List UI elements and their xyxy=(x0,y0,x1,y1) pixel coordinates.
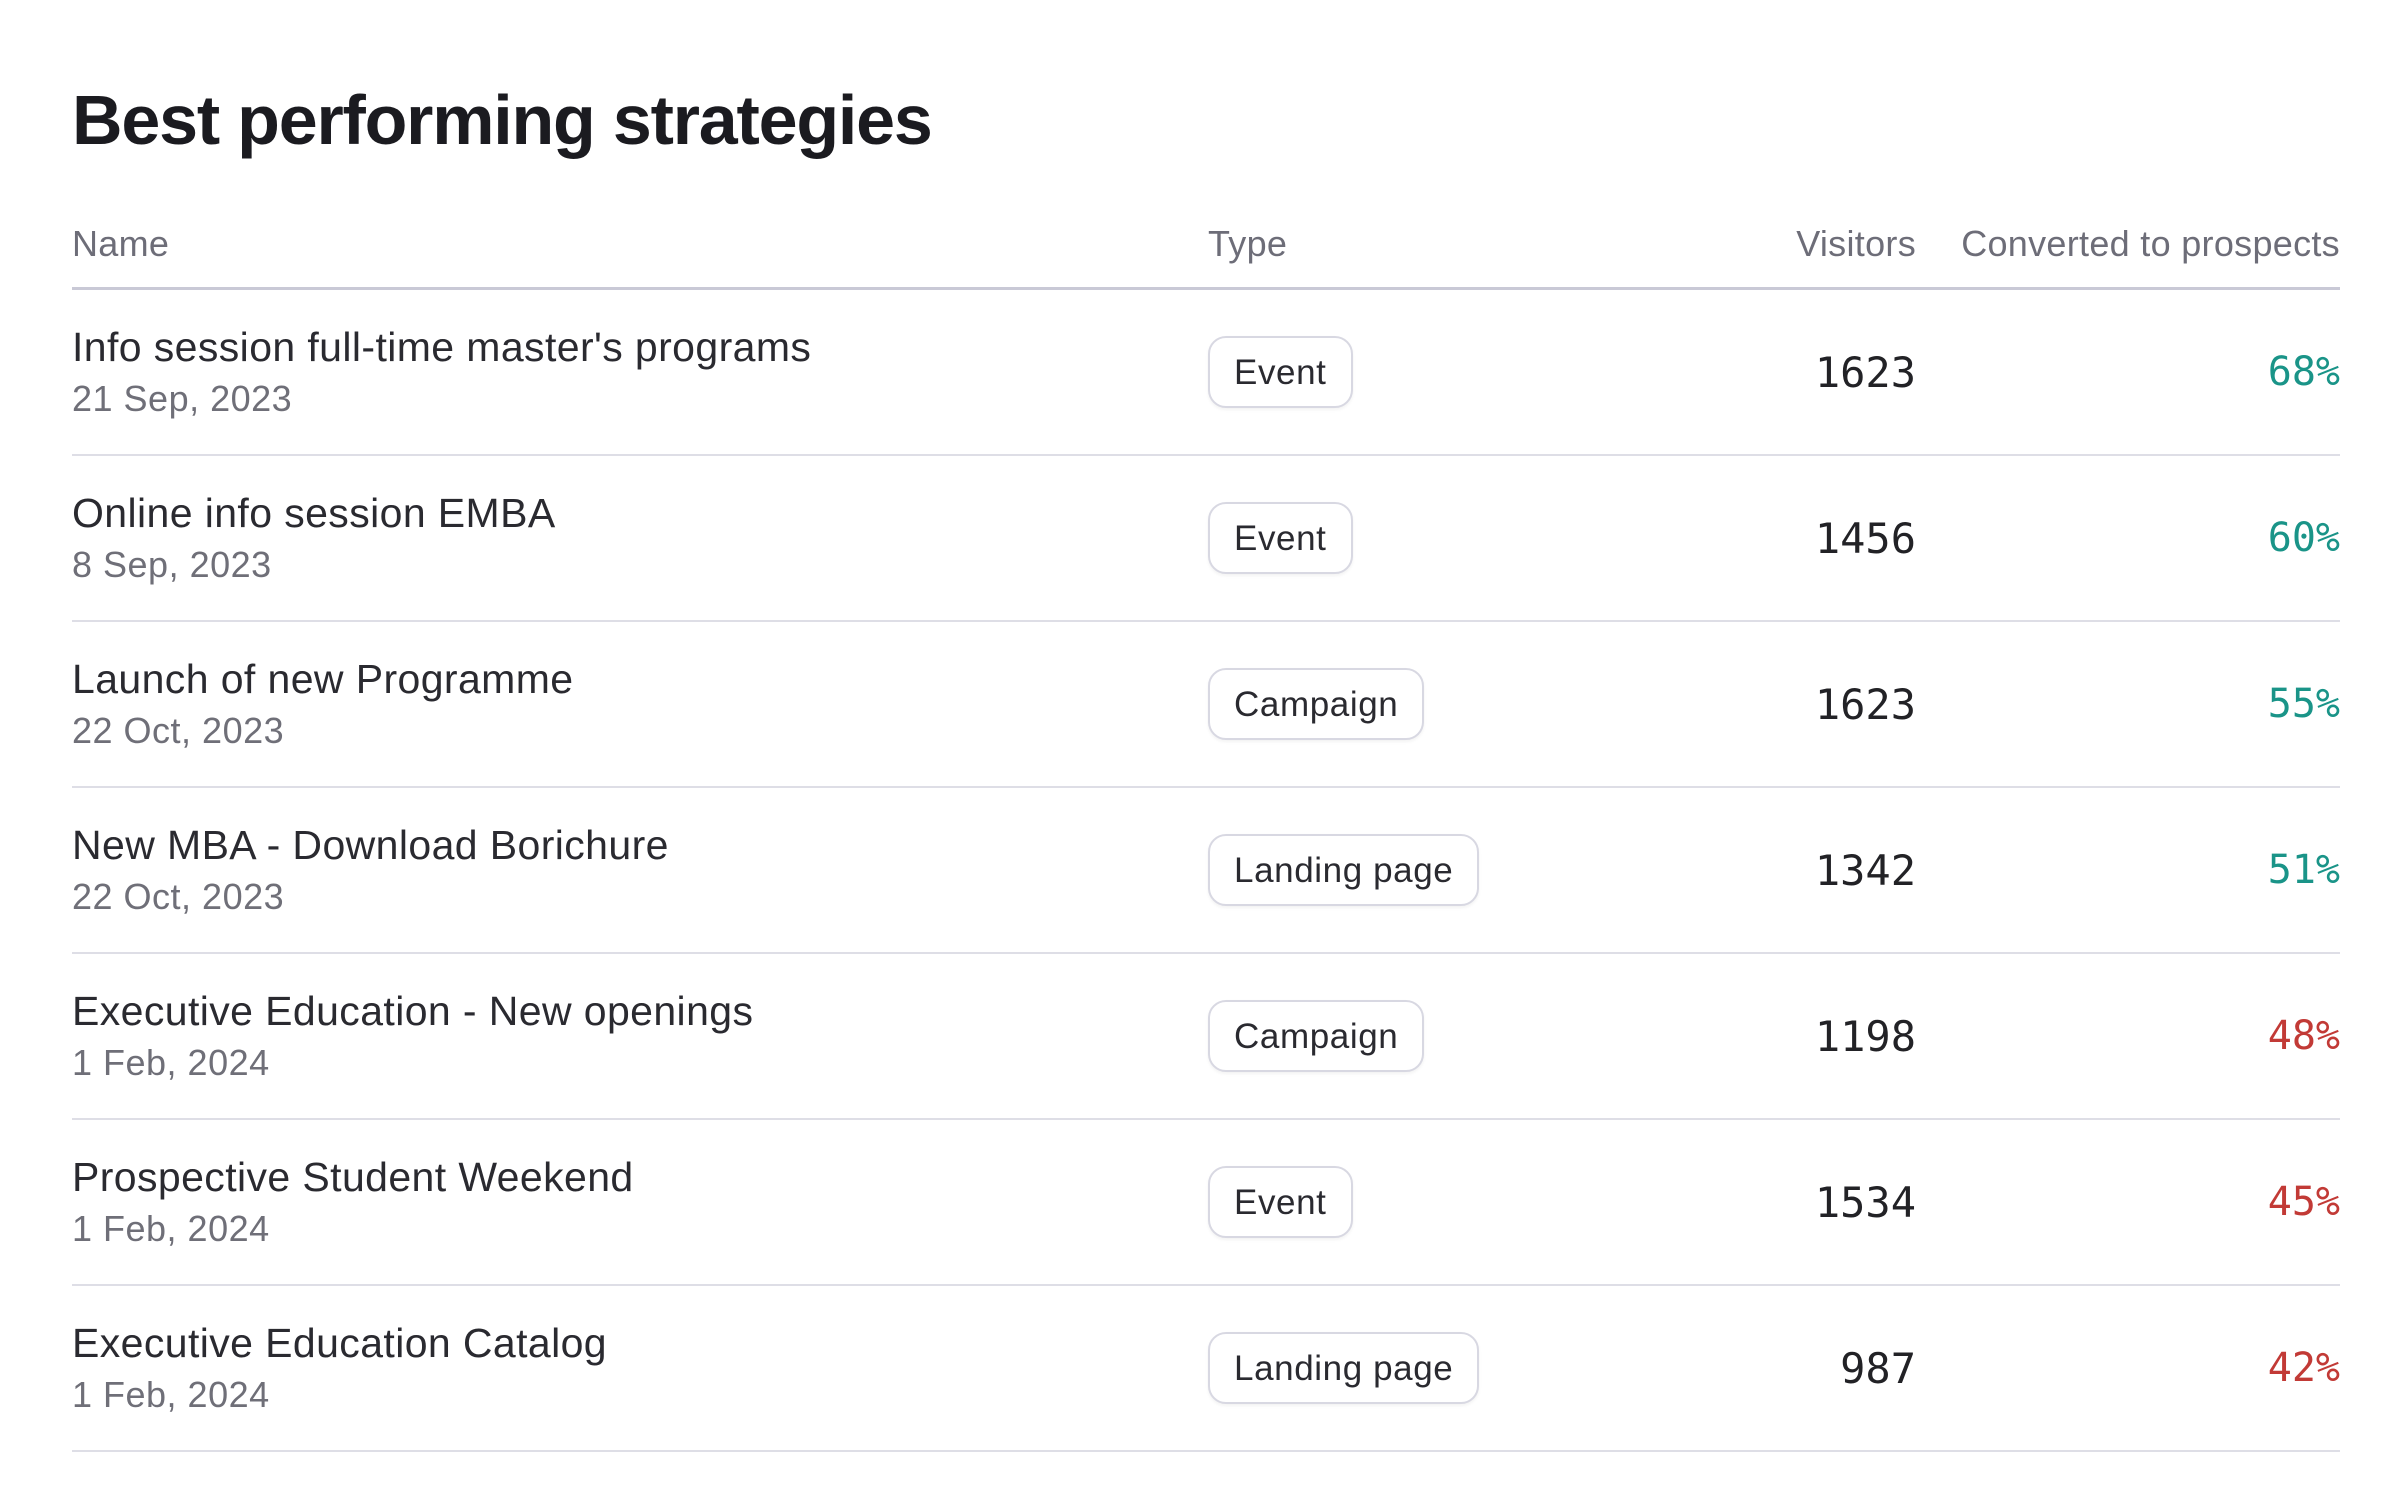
strategy-name: Online info session EMBA xyxy=(72,490,556,536)
strategy-date: 22 Oct, 2023 xyxy=(72,876,285,917)
type-cell: Event xyxy=(1208,336,1678,408)
strategies-table: Name Type Visitors Converted to prospect… xyxy=(72,200,2340,1452)
type-cell: Event xyxy=(1208,1166,1678,1238)
strategy-name: Executive Education - New openings xyxy=(72,988,754,1034)
strategy-date: 21 Sep, 2023 xyxy=(72,378,293,419)
name-cell: Executive Education Catalog 1 Feb, 2024 xyxy=(72,1318,1208,1418)
table-row[interactable]: Executive Education - New openings 1 Feb… xyxy=(72,954,2340,1120)
converted-value: 60% xyxy=(2267,515,2340,561)
name-cell: Prospective Student Weekend 1 Feb, 2024 xyxy=(72,1152,1208,1252)
strategy-date: 1 Feb, 2024 xyxy=(72,1208,270,1249)
table-header: Name Type Visitors Converted to prospect… xyxy=(72,200,2340,290)
type-badge: Event xyxy=(1208,336,1353,408)
strategy-date: 1 Feb, 2024 xyxy=(72,1374,270,1415)
visitors-value: 1623 xyxy=(1814,347,1916,397)
visitors-value: 1534 xyxy=(1814,1177,1916,1227)
name-cell: Online info session EMBA 8 Sep, 2023 xyxy=(72,488,1208,588)
column-header-visitors[interactable]: Visitors xyxy=(1796,222,1916,264)
column-header-converted[interactable]: Converted to prospects xyxy=(1961,222,2340,264)
visitors-value: 1198 xyxy=(1814,1011,1916,1061)
name-cell: Launch of new Programme 22 Oct, 2023 xyxy=(72,654,1208,754)
strategy-name: Prospective Student Weekend xyxy=(72,1154,634,1200)
table-row[interactable]: Launch of new Programme 22 Oct, 2023 Cam… xyxy=(72,622,2340,788)
type-cell: Campaign xyxy=(1208,668,1678,740)
type-cell: Landing page xyxy=(1208,1332,1678,1404)
strategy-date: 1 Feb, 2024 xyxy=(72,1042,270,1083)
table-row[interactable]: Executive Education Catalog 1 Feb, 2024 … xyxy=(72,1286,2340,1452)
type-badge: Event xyxy=(1208,502,1353,574)
column-header-type[interactable]: Type xyxy=(1208,222,1288,264)
name-cell: Executive Education - New openings 1 Feb… xyxy=(72,986,1208,1086)
converted-value: 55% xyxy=(2267,681,2340,727)
type-cell: Landing page xyxy=(1208,834,1678,906)
strategy-name: Executive Education Catalog xyxy=(72,1320,608,1366)
type-badge: Campaign xyxy=(1208,1000,1425,1072)
type-badge: Landing page xyxy=(1208,1332,1480,1404)
type-cell: Campaign xyxy=(1208,1000,1678,1072)
converted-value: 68% xyxy=(2267,349,2340,395)
visitors-value: 1623 xyxy=(1814,679,1916,729)
column-header-name[interactable]: Name xyxy=(72,222,170,264)
page-title: Best performing strategies xyxy=(72,81,933,159)
type-badge: Campaign xyxy=(1208,668,1425,740)
type-cell: Event xyxy=(1208,502,1678,574)
name-cell: New MBA - Download Borichure 22 Oct, 202… xyxy=(72,820,1208,920)
converted-value: 48% xyxy=(2267,1013,2340,1059)
strategy-name: New MBA - Download Borichure xyxy=(72,822,669,868)
table-row[interactable]: Prospective Student Weekend 1 Feb, 2024 … xyxy=(72,1120,2340,1286)
visitors-value: 987 xyxy=(1840,1343,1916,1393)
type-badge: Landing page xyxy=(1208,834,1480,906)
table-row[interactable]: Online info session EMBA 8 Sep, 2023 Eve… xyxy=(72,456,2340,622)
table-row[interactable]: New MBA - Download Borichure 22 Oct, 202… xyxy=(72,788,2340,954)
strategy-name: Launch of new Programme xyxy=(72,656,574,702)
strategy-date: 8 Sep, 2023 xyxy=(72,544,272,585)
converted-value: 51% xyxy=(2267,847,2340,893)
strategy-name: Info session full-time master's programs xyxy=(72,324,812,370)
converted-value: 42% xyxy=(2267,1345,2340,1391)
converted-value: 45% xyxy=(2267,1179,2340,1225)
visitors-value: 1342 xyxy=(1814,845,1916,895)
type-badge: Event xyxy=(1208,1166,1353,1238)
strategy-date: 22 Oct, 2023 xyxy=(72,710,285,751)
table-row[interactable]: Info session full-time master's programs… xyxy=(72,290,2340,456)
name-cell: Info session full-time master's programs… xyxy=(72,322,1208,422)
visitors-value: 1456 xyxy=(1814,513,1916,563)
